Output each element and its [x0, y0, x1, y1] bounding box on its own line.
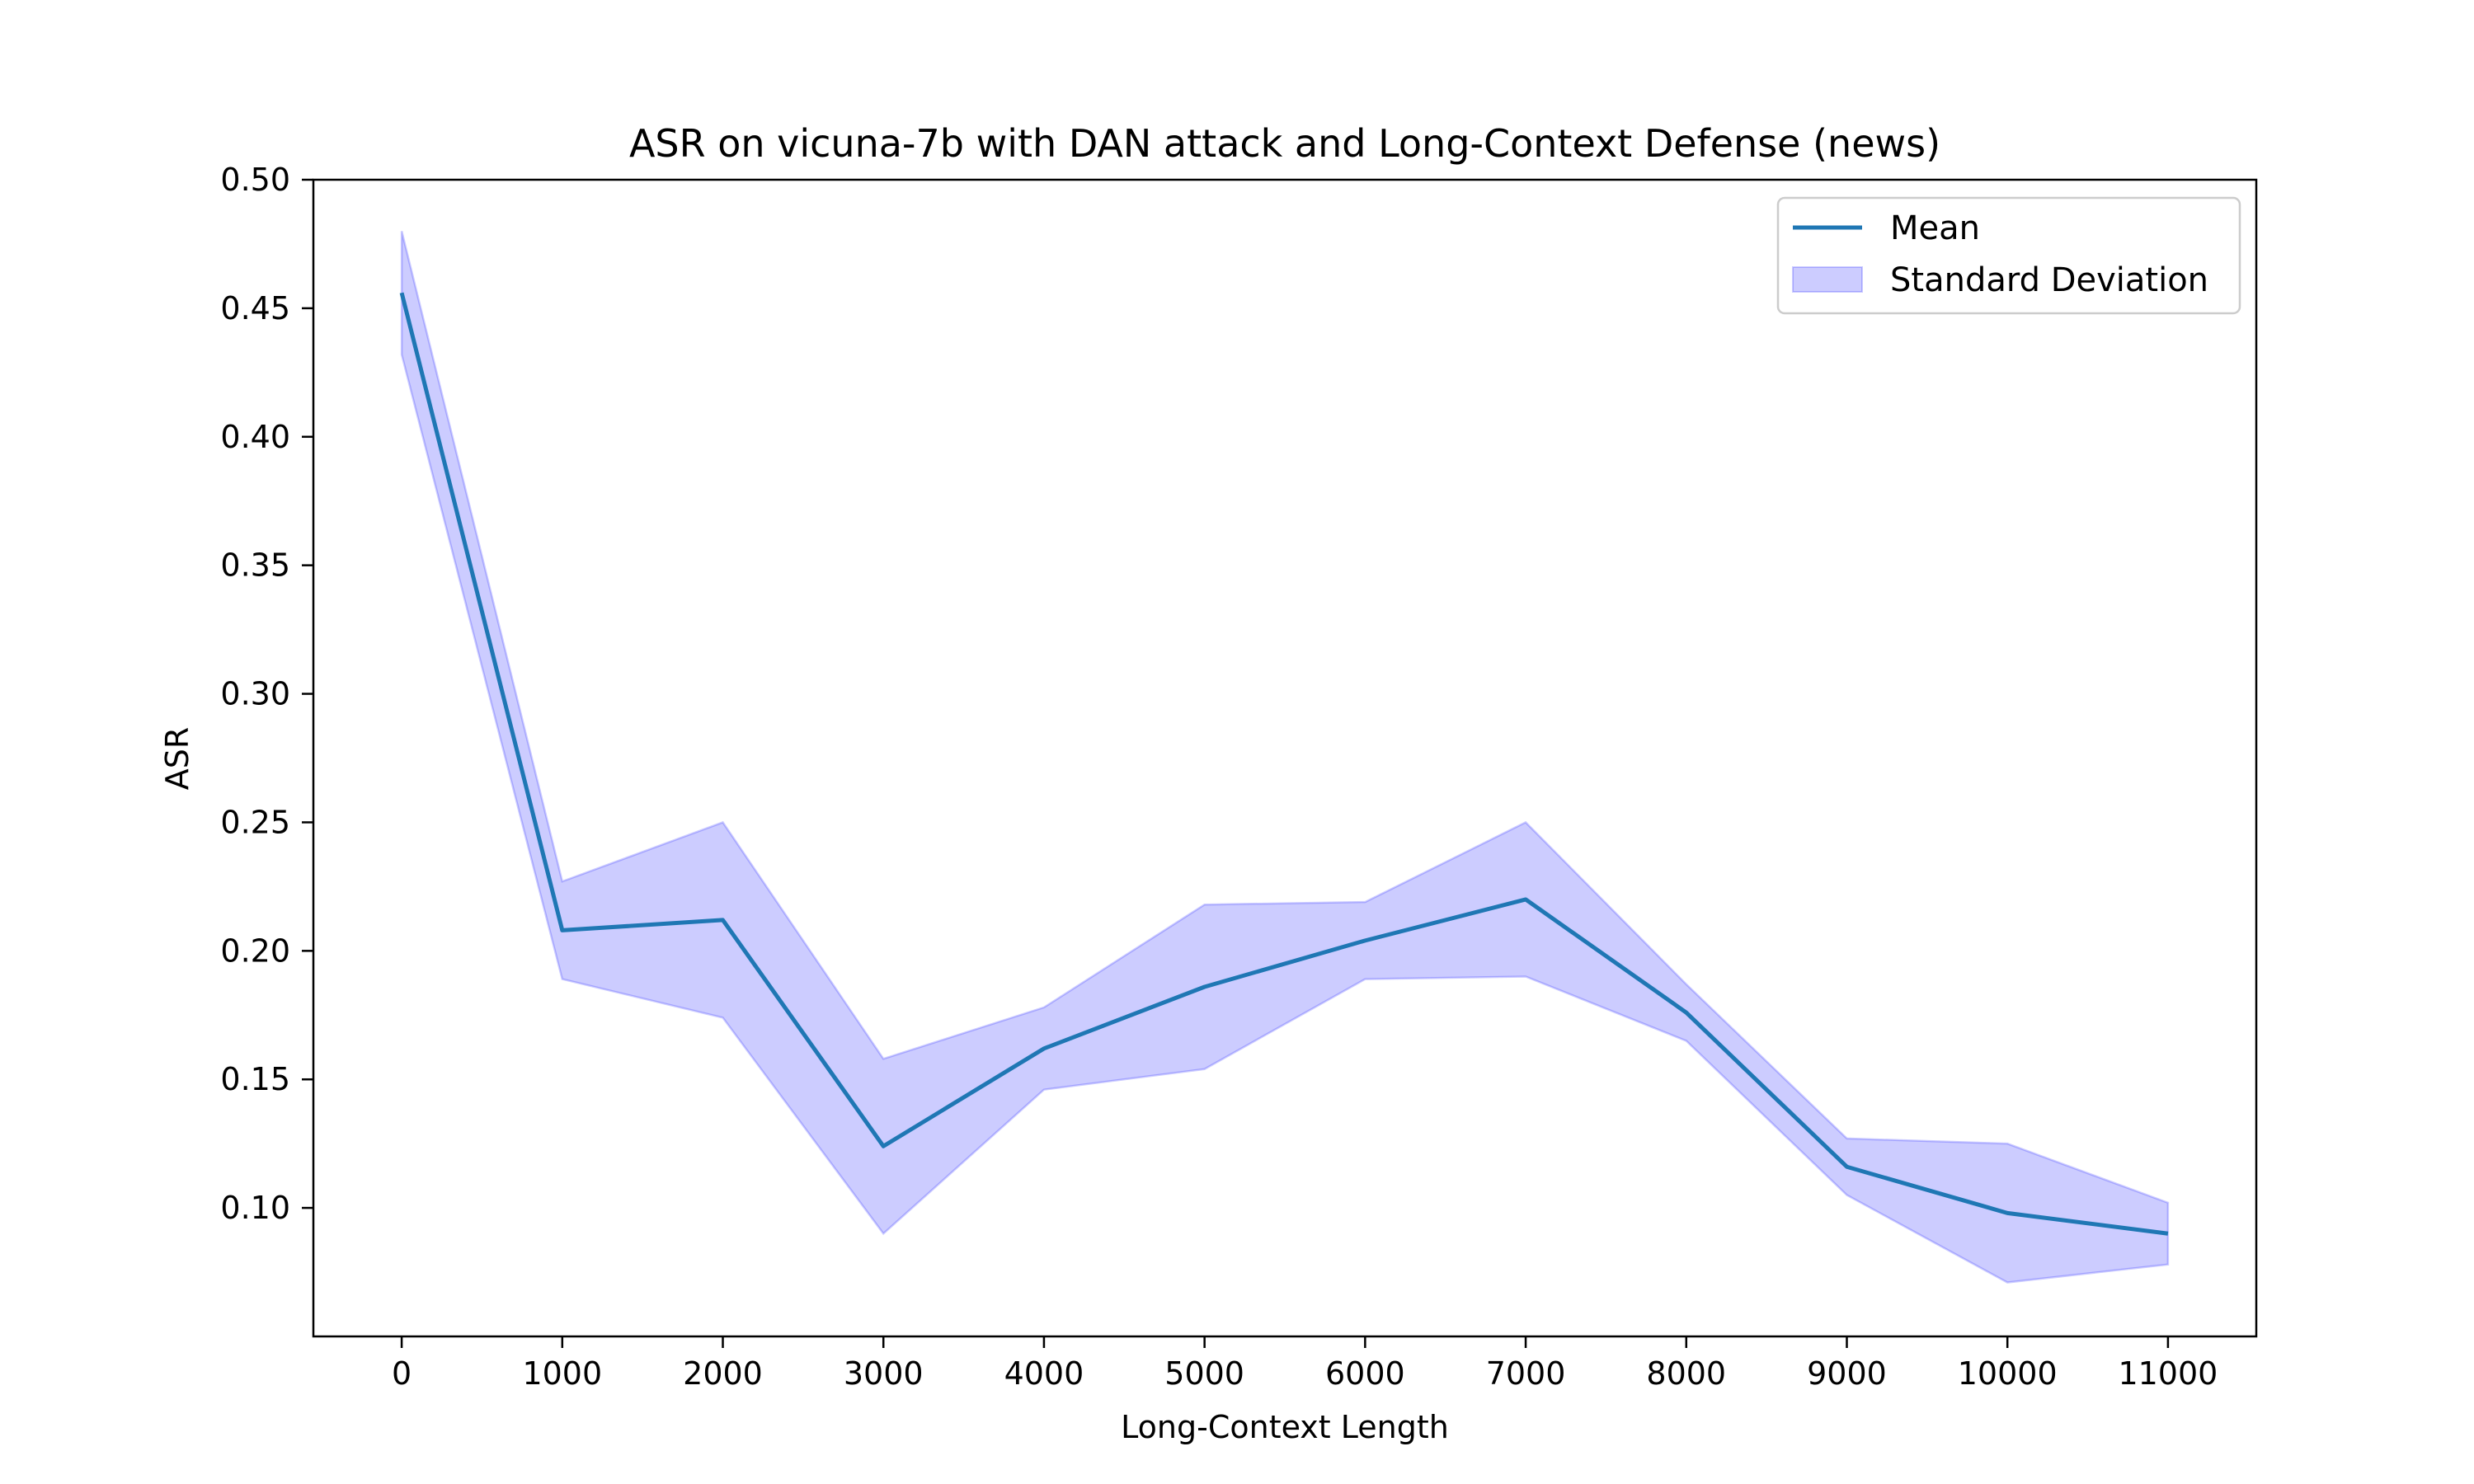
x-tick-label: 8000 — [1646, 1355, 1726, 1392]
std-deviation-band — [400, 231, 2170, 1284]
legend-mean-label: Mean — [1890, 209, 1980, 247]
x-tick-label: 3000 — [844, 1355, 924, 1392]
legend-frame — [1776, 196, 2241, 315]
plot-area — [399, 231, 2170, 1284]
y-axis-label: ASR — [159, 727, 195, 791]
mean-line — [399, 292, 2169, 1236]
y-tick-label: 0.25 — [220, 804, 290, 840]
x-tick-label: 2000 — [683, 1355, 763, 1392]
x-tick-label: 1000 — [522, 1355, 602, 1392]
x-tick-label: 4000 — [1004, 1355, 1084, 1392]
y-tick-label: 0.10 — [220, 1190, 290, 1226]
x-tick-label: 5000 — [1164, 1355, 1244, 1392]
y-tick-label: 0.30 — [220, 676, 290, 712]
y-tick-label: 0.20 — [220, 932, 290, 969]
legend-std-swatch — [1792, 266, 1863, 293]
plot-frame — [312, 178, 2258, 1338]
y-tick-label: 0.45 — [220, 290, 290, 326]
x-tick-label: 10000 — [1958, 1355, 2058, 1392]
x-tick-label: 7000 — [1486, 1355, 1566, 1392]
x-axis-label: Long-Context Length — [1121, 1409, 1449, 1445]
x-tick-label: 6000 — [1325, 1355, 1405, 1392]
y-tick-label: 0.40 — [220, 419, 290, 455]
y-tick-label: 0.15 — [220, 1061, 290, 1097]
x-tick-label: 11000 — [2118, 1355, 2218, 1392]
y-tick-label: 0.50 — [220, 162, 290, 198]
legend-std-label: Standard Deviation — [1890, 261, 2208, 299]
x-tick-label: 0 — [392, 1355, 412, 1392]
chart-title: ASR on vicuna-7b with DAN attack and Lon… — [629, 121, 1940, 166]
legend: Mean Standard Deviation — [1776, 196, 2241, 315]
axis-ticks: 0 1000 2000 3000 4000 5000 6000 7000 8000 9000 100… — [220, 162, 2218, 1392]
y-tick-label: 0.35 — [220, 547, 290, 584]
x-tick-label: 9000 — [1807, 1355, 1887, 1392]
